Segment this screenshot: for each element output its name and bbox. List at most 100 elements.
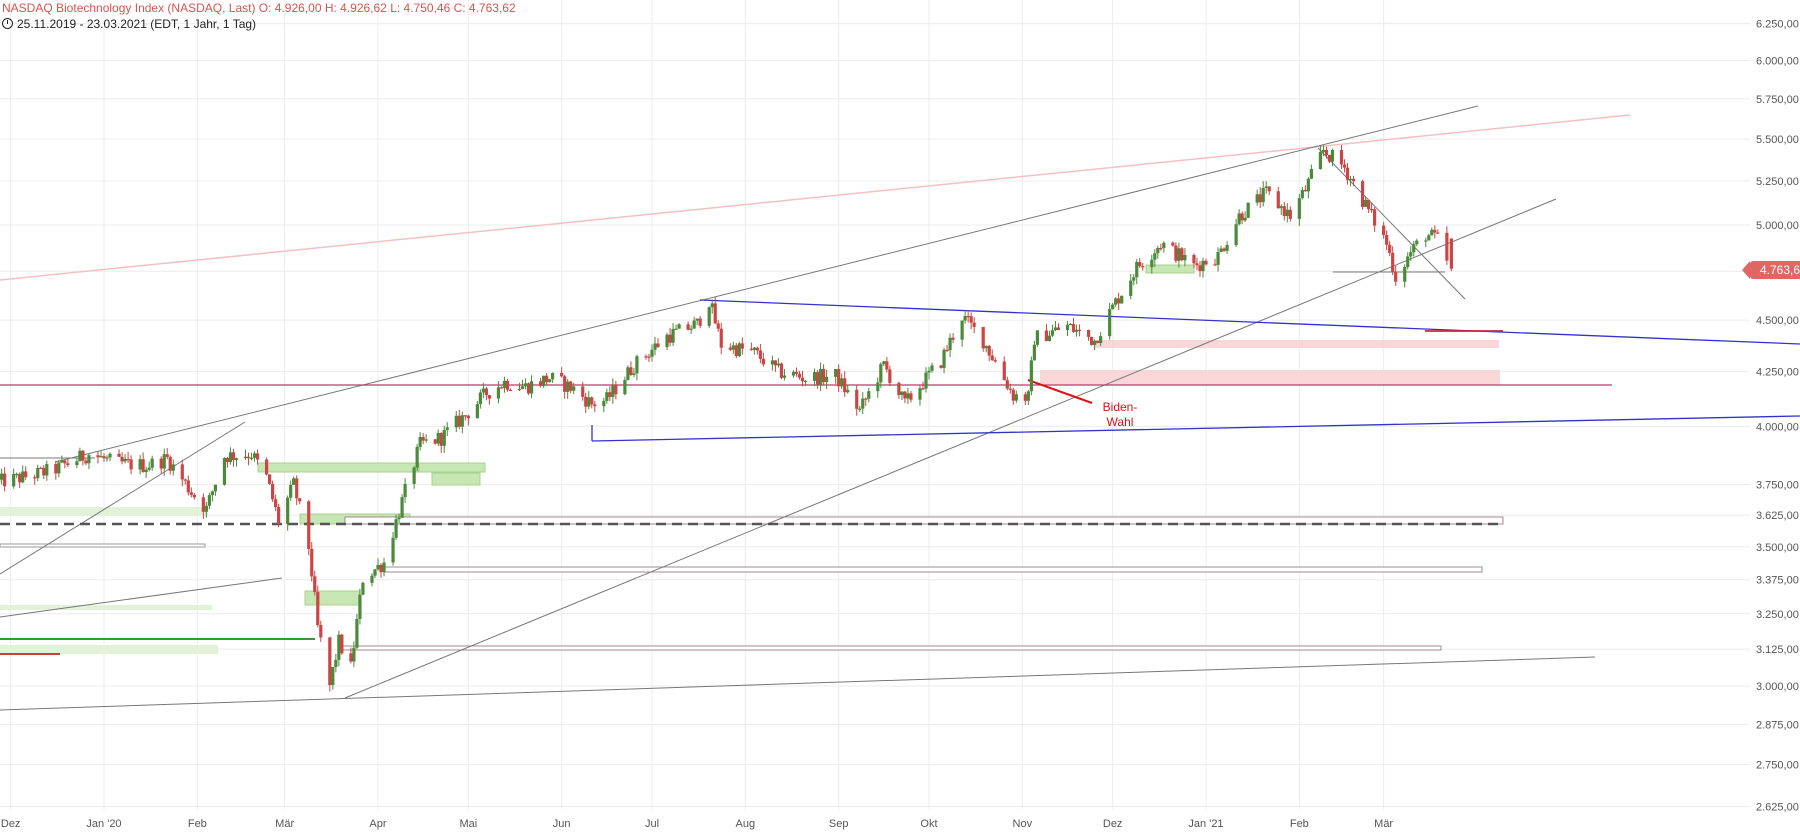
candle bbox=[942, 348, 945, 373]
candle-body bbox=[1009, 389, 1012, 390]
candle bbox=[964, 310, 967, 323]
candle bbox=[690, 325, 693, 334]
candle-body bbox=[391, 538, 394, 563]
candle-body bbox=[1247, 203, 1250, 218]
candle bbox=[295, 476, 298, 506]
candle bbox=[21, 465, 24, 483]
candle-body bbox=[1430, 230, 1433, 235]
candle-body bbox=[1006, 380, 1009, 388]
candle-body bbox=[665, 335, 668, 347]
candle-body bbox=[855, 390, 858, 409]
candle bbox=[1427, 234, 1430, 241]
candle-body bbox=[732, 345, 735, 349]
candle bbox=[1141, 263, 1144, 271]
candle-body bbox=[1364, 200, 1367, 207]
green-zone bbox=[0, 507, 208, 516]
candle bbox=[560, 367, 563, 378]
candle-body bbox=[1213, 264, 1216, 265]
candle-body bbox=[181, 464, 184, 479]
candle-body bbox=[623, 380, 626, 394]
candle-body bbox=[482, 388, 485, 392]
candle-body bbox=[1138, 262, 1141, 266]
candle bbox=[382, 558, 385, 576]
candle bbox=[413, 466, 416, 489]
candle bbox=[1298, 194, 1301, 226]
candle-body bbox=[1177, 248, 1180, 260]
candle-body bbox=[1256, 194, 1259, 202]
candle-body bbox=[1033, 345, 1036, 361]
candle bbox=[717, 320, 720, 332]
candle bbox=[1138, 258, 1141, 268]
candle bbox=[148, 461, 151, 471]
candle-body bbox=[711, 303, 714, 307]
candle bbox=[563, 375, 566, 399]
candle bbox=[244, 450, 247, 460]
candle bbox=[81, 450, 84, 466]
candle-body bbox=[1117, 298, 1120, 303]
resistance-box bbox=[343, 646, 1441, 650]
candle-body bbox=[455, 416, 458, 428]
candle bbox=[687, 321, 690, 330]
candle-body bbox=[12, 474, 15, 486]
candle bbox=[735, 343, 738, 358]
candle bbox=[1174, 242, 1177, 263]
resistance-box bbox=[384, 567, 1482, 572]
candle-body bbox=[798, 374, 801, 378]
candle bbox=[376, 558, 379, 570]
candle-body bbox=[951, 338, 954, 340]
candle-body bbox=[1328, 155, 1331, 162]
candle bbox=[1415, 239, 1418, 246]
candle bbox=[352, 642, 355, 668]
candle-body bbox=[313, 576, 316, 592]
candle bbox=[626, 365, 629, 380]
candle bbox=[1436, 229, 1439, 233]
candle-body bbox=[1241, 213, 1244, 220]
blue-channel-lower bbox=[592, 416, 1800, 441]
candle bbox=[36, 465, 39, 481]
candle bbox=[419, 432, 422, 450]
candle-body bbox=[63, 461, 66, 464]
candle-body bbox=[1343, 165, 1346, 168]
candle bbox=[1012, 388, 1015, 405]
candle bbox=[370, 573, 373, 586]
candle-body bbox=[437, 433, 440, 444]
trendline-pink bbox=[0, 115, 1630, 280]
candle-body bbox=[1319, 152, 1322, 169]
candle bbox=[1195, 258, 1198, 270]
candle bbox=[1003, 356, 1006, 380]
candle bbox=[1412, 241, 1415, 257]
candle bbox=[1132, 274, 1135, 285]
candle bbox=[169, 455, 172, 474]
candle bbox=[551, 372, 554, 383]
candle bbox=[548, 379, 551, 383]
candle bbox=[1180, 247, 1183, 261]
candle-body bbox=[1301, 190, 1304, 198]
candle bbox=[1286, 203, 1289, 223]
candle bbox=[876, 378, 879, 398]
y-tick-label: 6.250,00 bbox=[1756, 19, 1799, 31]
drawings: Biden-Wahl bbox=[0, 106, 1800, 710]
candle bbox=[226, 457, 229, 468]
candle bbox=[75, 458, 78, 468]
candle-body bbox=[1394, 273, 1397, 282]
candle bbox=[99, 451, 102, 457]
x-tick-label: Jan '20 bbox=[86, 818, 121, 830]
resistance-box bbox=[0, 544, 205, 547]
candle bbox=[665, 333, 668, 350]
candle bbox=[1117, 293, 1120, 310]
candle bbox=[18, 472, 21, 488]
candle-body bbox=[376, 565, 379, 569]
annotation-biden: Biden-Wahl bbox=[1103, 400, 1138, 429]
candle-body bbox=[795, 372, 798, 374]
candle bbox=[42, 465, 45, 479]
candle bbox=[440, 432, 443, 453]
candle-body bbox=[994, 360, 997, 361]
candle bbox=[247, 453, 250, 466]
candle-body bbox=[524, 383, 527, 386]
x-tick-label: Apr bbox=[369, 818, 386, 830]
candle-body bbox=[265, 460, 268, 475]
candle-body bbox=[166, 454, 169, 457]
candle-body bbox=[145, 470, 148, 472]
y-tick-label: 4.250,00 bbox=[1756, 367, 1799, 379]
